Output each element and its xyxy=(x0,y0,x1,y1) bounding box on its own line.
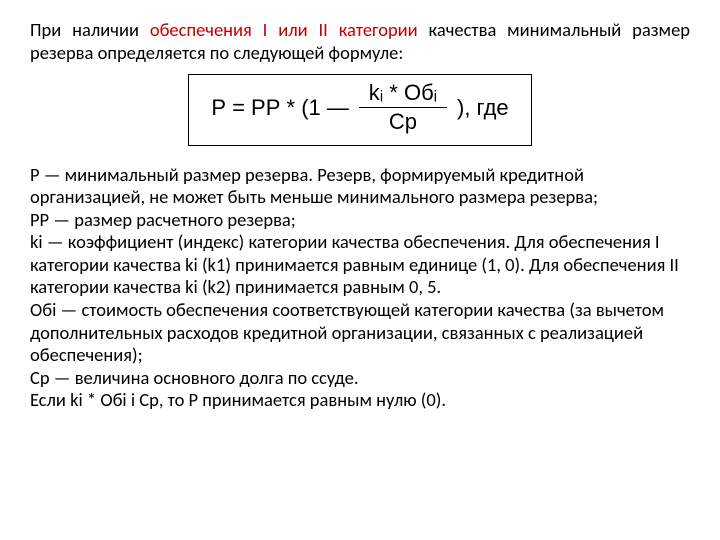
def-cond: Если ki * Обi і Ср, то Р принимается рав… xyxy=(30,389,690,412)
formula-numerator: kᵢ * Обᵢ xyxy=(363,81,443,107)
def-ki: ki — коэффициент (индекс) категории каче… xyxy=(30,231,690,299)
def-obi: Обi — стоимость обеспечения соответствую… xyxy=(30,299,690,367)
page: При наличии обеспечения I или II категор… xyxy=(0,0,720,422)
formula-left: Р = РР * (1 — xyxy=(211,96,349,120)
definitions: Р — минимальный размер резерва. Резерв, … xyxy=(30,164,690,412)
formula-denominator: Ср xyxy=(359,107,447,134)
formula-container: Р = РР * (1 — kᵢ * Обᵢ Ср ), где xyxy=(30,74,690,145)
formula-fraction: kᵢ * Обᵢ Ср xyxy=(359,81,447,134)
intro-paragraph: При наличии обеспечения I или II категор… xyxy=(30,18,690,64)
def-cp: Ср — величина основного долга по ссуде. xyxy=(30,367,690,390)
def-pp: РР — размер расчетного резерва; xyxy=(30,209,690,232)
def-p: Р — минимальный размер резерва. Резерв, … xyxy=(30,164,690,209)
formula-box: Р = РР * (1 — kᵢ * Обᵢ Ср ), где xyxy=(188,74,531,145)
intro-pre: При наличии xyxy=(30,18,150,41)
intro-highlight: обеспечения I или II категории xyxy=(150,18,418,41)
formula-right: ), где xyxy=(457,96,509,120)
